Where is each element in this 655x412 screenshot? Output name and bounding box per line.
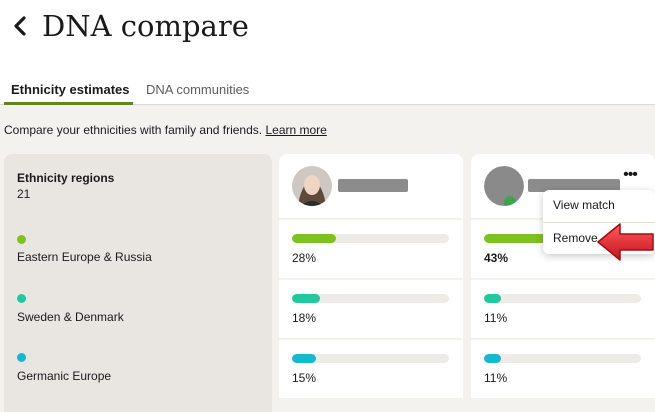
chevron-left-icon[interactable]: [10, 14, 32, 38]
intro-sentence: Compare your ethnicities with family and…: [4, 123, 263, 137]
percent-value: 18%: [292, 311, 317, 325]
progress-fill: [292, 294, 321, 303]
progress-fill: [292, 354, 316, 363]
progress-track: [292, 234, 449, 243]
progress-track: [292, 354, 449, 363]
placeholder-avatar[interactable]: [484, 166, 524, 206]
learn-more-link[interactable]: Learn more: [265, 123, 327, 137]
region-name: Germanic Europe: [17, 369, 112, 383]
region-row: Eastern Europe & Russia: [4, 218, 272, 278]
person-photo-icon: [292, 166, 332, 206]
blurred-name: [528, 179, 620, 192]
region-color-dot: [17, 353, 26, 362]
person-header: •••: [471, 154, 655, 218]
percent-value: 15%: [292, 371, 317, 385]
percent-value: 11%: [484, 311, 508, 325]
percent-value: 28%: [292, 251, 317, 265]
progress-track: [484, 294, 641, 303]
percent-value: 11%: [484, 371, 508, 385]
profile-photo-avatar[interactable]: [292, 166, 332, 206]
person-header: [279, 154, 463, 218]
tab-ethnicity-estimates[interactable]: Ethnicity estimates: [11, 82, 130, 97]
menu-divider: [543, 222, 655, 223]
region-row: Sweden & Denmark: [4, 278, 272, 338]
ethnicity-cell: 18%: [279, 280, 463, 338]
ethnicity-cell: 11%: [471, 340, 655, 398]
progress-fill: [484, 234, 552, 243]
progress-fill: [292, 234, 336, 243]
red-arrow-icon: [597, 223, 654, 261]
page-title: DNA compare: [42, 9, 249, 43]
progress-fill: [484, 354, 502, 363]
progress-fill: [484, 294, 502, 303]
tab-dna-communities[interactable]: DNA communities: [146, 82, 250, 97]
view-match-menu-item[interactable]: View match: [553, 198, 615, 212]
region-color-dot: [17, 235, 26, 244]
more-horizontal-icon[interactable]: •••: [623, 166, 638, 183]
ethnicity-cell: 28%: [279, 220, 463, 278]
regions-header-label: Ethnicity regions: [17, 171, 115, 185]
person-column-1: 28% 18% 15%: [279, 154, 463, 412]
ethnicity-cell: 15%: [279, 340, 463, 398]
intro-text: Compare your ethnicities with family and…: [4, 123, 327, 137]
region-row: Germanic Europe: [4, 338, 272, 398]
progress-track: [484, 354, 641, 363]
ethnicity-cell: 11%: [471, 280, 655, 338]
percent-value: 43%: [484, 251, 509, 265]
tab-bar: Ethnicity estimates DNA communities: [0, 76, 655, 105]
active-tab-indicator: [4, 102, 133, 105]
progress-track: [292, 294, 449, 303]
region-name: Sweden & Denmark: [17, 310, 124, 324]
regions-column: Ethnicity regions 21 Eastern Europe & Ru…: [4, 154, 272, 412]
remove-menu-item[interactable]: Remove: [553, 231, 598, 245]
region-color-dot: [17, 294, 26, 303]
user-avatar-icon: [484, 166, 524, 206]
region-name: Eastern Europe & Russia: [17, 250, 152, 264]
blurred-name: [338, 179, 408, 192]
regions-count: 21: [17, 187, 31, 201]
